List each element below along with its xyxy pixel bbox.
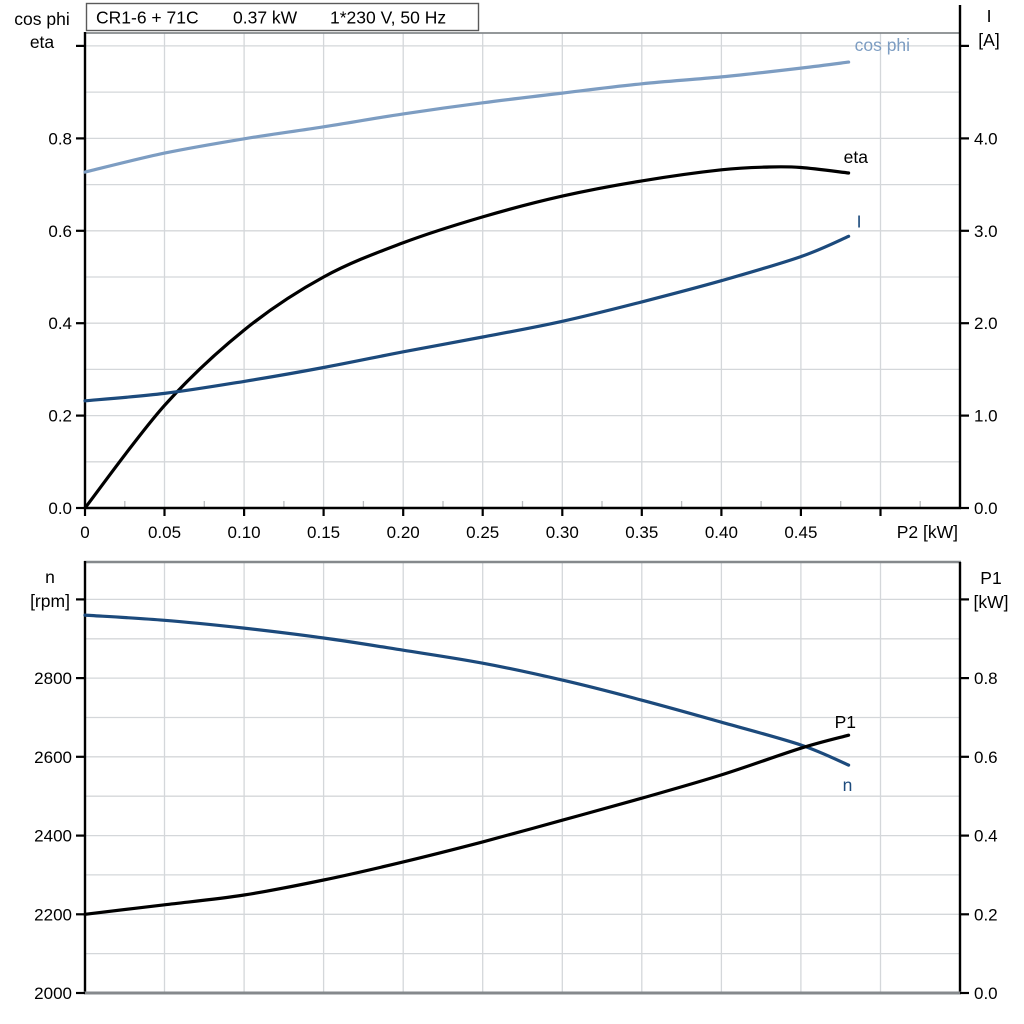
right-tick-label: 0.2 xyxy=(974,905,998,924)
left-tick-label: 2200 xyxy=(34,905,72,924)
left-tick-label: 2000 xyxy=(34,984,72,1003)
right-tick-label: 0.0 xyxy=(974,499,998,518)
left-tick-label: 2600 xyxy=(34,748,72,767)
top-left-axis-title-line2: eta xyxy=(30,32,55,52)
bottom-left-axis-title-line2: [rpm] xyxy=(30,591,70,611)
rated-power: 0.37 kW xyxy=(233,8,298,28)
x-tick-label: 0 xyxy=(80,523,89,542)
left-tick-label: 0.4 xyxy=(48,314,72,333)
curve-eta xyxy=(83,165,851,510)
curve-n xyxy=(83,613,851,767)
curve-i xyxy=(83,234,851,403)
right-tick-label: 1.0 xyxy=(974,407,998,426)
x-tick-label: 0.15 xyxy=(307,523,340,542)
left-tick-label: 2400 xyxy=(34,827,72,846)
x-tick-label: 0.10 xyxy=(228,523,261,542)
top-right-axis-title-line2: [A] xyxy=(978,30,999,50)
x-tick-label: 0.45 xyxy=(784,523,817,542)
x-tick-label: 0.20 xyxy=(387,523,420,542)
right-tick-label: 0.8 xyxy=(974,669,998,688)
axes-frame-layer xyxy=(83,5,962,995)
x-tick-label: 0.35 xyxy=(625,523,658,542)
bottom-right-axis-title-line2: [kW] xyxy=(974,592,1009,612)
top-right-axis-title-line1: I xyxy=(987,6,992,26)
bottom-left-axis-title-line1: n xyxy=(45,567,55,587)
title-box-frame xyxy=(85,2,480,32)
title-box: CR1-6 + 71C 0.37 kW 1*230 V, 50 Hz xyxy=(85,2,480,32)
left-tick-label: 0.6 xyxy=(48,222,72,241)
x-tick-label: 0.40 xyxy=(705,523,738,542)
curve-label-eta: eta xyxy=(844,147,869,167)
curve-cos-phi xyxy=(83,60,851,174)
curve-label-cos-phi: cos phi xyxy=(855,35,910,55)
right-tick-label: 0.6 xyxy=(974,748,998,767)
right-tick-label: 4.0 xyxy=(974,129,998,148)
ticks-layer: 0.8 0.6 0.4 0.2 0.0 4.0 3.0 2.0 1.0 0.0 0 0.05 0.10 0… xyxy=(34,44,998,1003)
x-tick-label: 0.05 xyxy=(148,523,181,542)
curve-label-p1: P1 xyxy=(835,712,856,732)
bottom-right-axis-title-line1: P1 xyxy=(980,568,1001,588)
right-tick-label: 0.0 xyxy=(974,984,998,1003)
left-tick-label: 0.0 xyxy=(48,499,72,518)
left-tick-label: 2800 xyxy=(34,669,72,688)
top-left-axis-title-line1: cos phi xyxy=(14,9,69,29)
curve-p1 xyxy=(83,733,851,916)
left-tick-label: 0.2 xyxy=(48,407,72,426)
gridlines-layer xyxy=(85,33,960,993)
right-tick-label: 2.0 xyxy=(974,314,998,333)
curve-label-i: I xyxy=(857,211,862,231)
pump-model: CR1-6 + 71C xyxy=(96,8,199,28)
curve-label-n: n xyxy=(843,775,853,795)
x-tick-label: 0.25 xyxy=(466,523,499,542)
left-tick-label: 0.8 xyxy=(48,129,72,148)
curves-layer xyxy=(83,60,851,916)
curve-labels-layer: cos phi eta In P1 xyxy=(835,35,910,795)
x-axis-label: P2 [kW] xyxy=(897,522,958,542)
right-tick-label: 3.0 xyxy=(974,222,998,241)
x-tick-label: 0.30 xyxy=(546,523,579,542)
voltage-frequency: 1*230 V, 50 Hz xyxy=(330,8,446,28)
right-tick-label: 0.4 xyxy=(974,827,998,846)
